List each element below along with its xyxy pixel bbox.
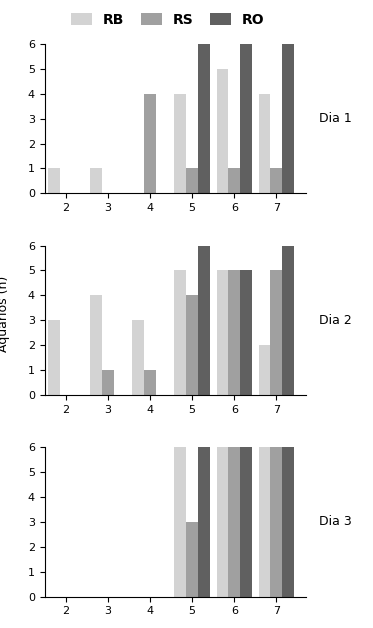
Bar xyxy=(175,94,186,193)
Bar xyxy=(259,345,270,395)
Text: Aquários (n): Aquários (n) xyxy=(0,276,10,352)
Bar xyxy=(282,246,294,395)
Bar xyxy=(175,271,186,395)
Bar xyxy=(90,295,102,395)
Bar xyxy=(186,295,198,395)
Bar xyxy=(217,447,228,597)
Bar xyxy=(175,447,186,597)
Bar xyxy=(186,168,198,193)
Bar xyxy=(48,320,60,395)
Bar xyxy=(48,168,60,193)
Bar xyxy=(228,168,240,193)
Bar xyxy=(270,271,282,395)
Text: Dia 3: Dia 3 xyxy=(319,516,352,528)
Bar xyxy=(90,168,102,193)
Legend: RB, RS, RO: RB, RS, RO xyxy=(65,7,270,32)
Bar xyxy=(282,44,294,193)
Text: Dia 1: Dia 1 xyxy=(319,112,352,125)
Bar xyxy=(198,447,210,597)
Bar xyxy=(144,370,156,395)
Bar xyxy=(132,320,144,395)
Text: Dia 2: Dia 2 xyxy=(319,314,352,327)
Bar xyxy=(217,271,228,395)
Bar xyxy=(240,271,252,395)
Bar xyxy=(217,69,228,193)
Bar xyxy=(198,44,210,193)
Bar xyxy=(282,447,294,597)
Bar xyxy=(240,44,252,193)
Bar xyxy=(186,522,198,597)
Bar xyxy=(259,94,270,193)
Bar xyxy=(259,447,270,597)
Bar xyxy=(240,447,252,597)
Bar xyxy=(102,370,114,395)
Bar xyxy=(270,447,282,597)
Bar xyxy=(198,246,210,395)
Bar xyxy=(144,94,156,193)
Bar xyxy=(228,271,240,395)
Bar xyxy=(270,168,282,193)
Bar xyxy=(228,447,240,597)
